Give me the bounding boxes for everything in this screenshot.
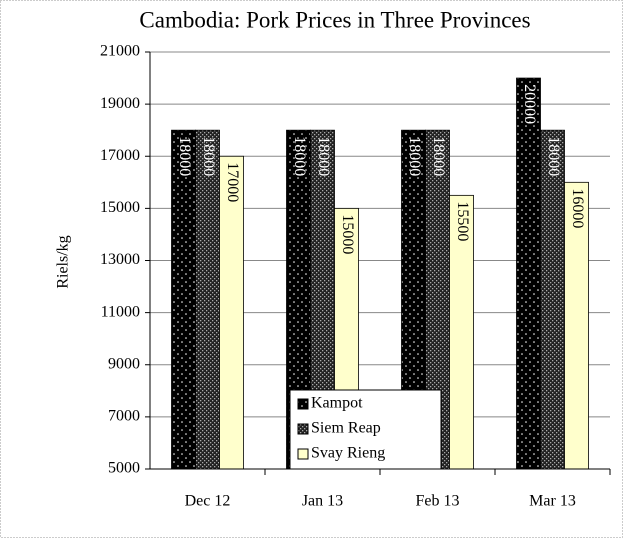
legend-label: Svay Rieng <box>311 445 385 462</box>
bar <box>171 129 196 470</box>
y-axis-label: Riels/kg <box>55 235 72 288</box>
data-label: 17000 <box>224 162 241 202</box>
x-tick-label: Jan 13 <box>302 493 343 510</box>
data-label: 18000 <box>545 136 562 176</box>
legend-swatch <box>297 398 309 410</box>
legend-label: Siem Reap <box>311 420 381 437</box>
data-label: 18000 <box>176 136 193 176</box>
y-tick-label: 11000 <box>101 303 140 320</box>
bar <box>195 129 220 470</box>
y-tick-label: 9000 <box>108 355 140 372</box>
y-tick-label: 15000 <box>100 199 140 216</box>
bar <box>219 155 244 470</box>
bar <box>516 77 541 470</box>
legend-swatch <box>297 423 309 435</box>
data-label: 18000 <box>315 136 332 176</box>
legend-label: Kampot <box>311 395 363 412</box>
x-tick-label: Dec 12 <box>185 493 231 510</box>
data-label: 18000 <box>406 136 423 176</box>
chart-title: Cambodia: Pork Prices in Three Provinces <box>139 7 530 32</box>
data-label: 15000 <box>339 214 356 254</box>
data-label: 18000 <box>291 136 308 176</box>
y-tick-label: 17000 <box>100 147 140 164</box>
y-tick-label: 21000 <box>100 43 140 60</box>
data-label: 18000 <box>200 136 217 176</box>
y-tick-label: 19000 <box>100 95 140 112</box>
legend-box <box>289 389 442 470</box>
bar <box>564 181 589 470</box>
data-label: 16000 <box>569 188 586 228</box>
bar <box>540 129 565 470</box>
data-label: 18000 <box>430 136 447 176</box>
data-label: 15500 <box>454 201 471 241</box>
y-tick-label: 5000 <box>108 460 140 477</box>
x-tick-label: Mar 13 <box>529 493 576 510</box>
data-label: 20000 <box>521 84 538 124</box>
legend-swatch <box>297 448 309 460</box>
y-tick-label: 7000 <box>108 408 140 425</box>
y-tick-label: 13000 <box>100 251 140 268</box>
x-tick-label: Feb 13 <box>416 493 460 510</box>
